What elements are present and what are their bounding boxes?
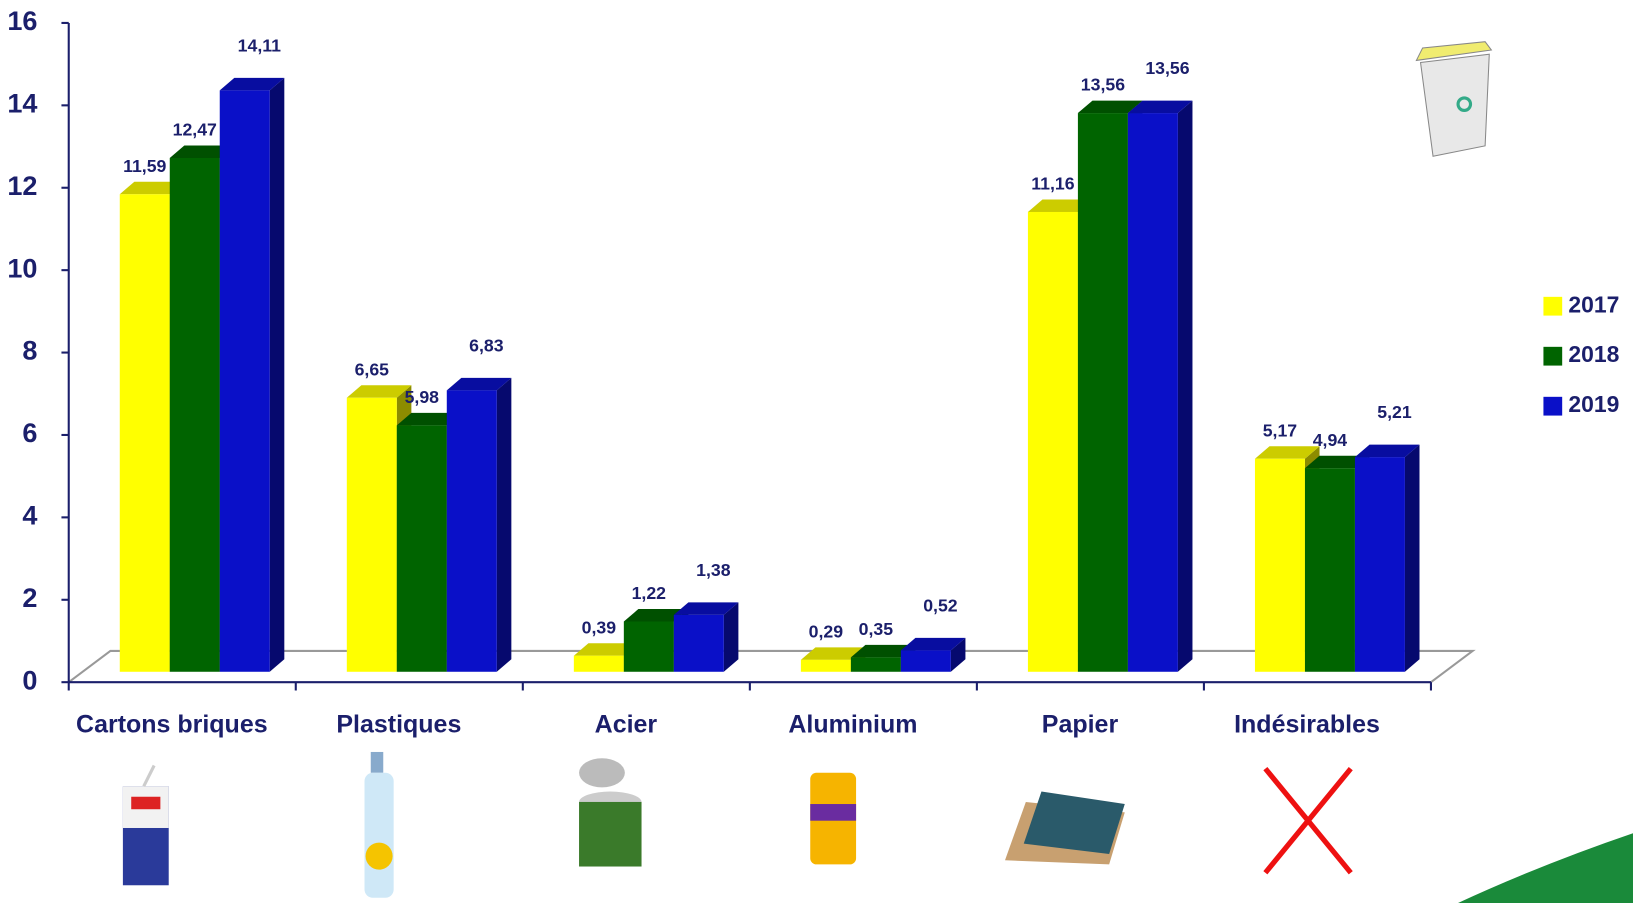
y-tick-label: 8 (22, 335, 37, 366)
bar (1304, 468, 1355, 672)
legend-swatch (1543, 296, 1563, 316)
legend-label: 2017 (1568, 291, 1619, 317)
bar (1254, 458, 1305, 672)
x-tick-label: Acier (595, 711, 658, 739)
bar-side (723, 602, 739, 672)
bar (446, 390, 497, 672)
bar-top (800, 647, 866, 660)
floor (68, 649, 1476, 684)
bar-side (1404, 444, 1420, 672)
bar (169, 157, 220, 672)
bar-top (1254, 446, 1320, 459)
value-label: 0,39 (582, 617, 617, 637)
value-label: 12,47 (173, 120, 217, 140)
legend-swatch (1543, 396, 1563, 416)
value-label: 13,56 (1081, 75, 1125, 95)
bar (673, 614, 724, 672)
bar-top (850, 644, 916, 658)
value-label: 11,59 (123, 156, 166, 176)
x-tick-label: Plastiques (336, 711, 461, 739)
y-tick-label: 12 (7, 170, 37, 201)
legend-label: 2018 (1568, 341, 1619, 367)
y-tick-label: 4 (22, 500, 37, 531)
bar-top (169, 145, 235, 158)
x-tick-label: Indésirables (1234, 711, 1380, 739)
bar (219, 90, 270, 672)
bar (800, 659, 851, 672)
value-label: 0,35 (859, 619, 894, 639)
bar (396, 425, 447, 672)
value-label: 6,65 (355, 359, 390, 379)
y-tick-label: 10 (7, 252, 37, 283)
value-label: 0,52 (923, 595, 958, 615)
value-label: 0,29 (809, 621, 844, 641)
bar-side (496, 377, 512, 672)
value-label: 1,38 (696, 560, 731, 580)
value-label: 6,83 (469, 335, 504, 355)
bar-top (573, 643, 639, 656)
y-tick-label: 14 (7, 88, 37, 119)
y-tick-label: 0 (22, 664, 37, 695)
bar (1027, 211, 1078, 672)
bar (1077, 113, 1128, 672)
bar-top (900, 637, 966, 651)
bar (900, 650, 951, 672)
legend-label: 2019 (1568, 391, 1619, 417)
bar-top (446, 377, 512, 391)
bar (573, 655, 624, 672)
bar-top (1027, 199, 1093, 212)
value-label: 14,11 (238, 35, 281, 55)
bar-top (673, 602, 739, 615)
legend-swatch (1543, 346, 1563, 366)
value-label: 4,94 (1313, 430, 1348, 450)
value-label: 5,17 (1263, 420, 1298, 440)
value-label: 1,22 (632, 583, 667, 603)
bar (1354, 457, 1405, 672)
bar-top (623, 609, 689, 622)
value-label: 13,56 (1145, 58, 1189, 78)
bar-top (119, 181, 185, 195)
value-label: 5,21 (1377, 402, 1412, 422)
bar-top (1127, 100, 1193, 114)
bar-top (1304, 455, 1370, 469)
bar (850, 657, 901, 672)
y-tick-label: 6 (22, 417, 37, 448)
bar (119, 194, 170, 672)
bar (1127, 113, 1178, 672)
x-tick-label: Cartons briques (76, 711, 268, 739)
bar-side (269, 77, 285, 672)
bar-top (1354, 444, 1420, 458)
bar (346, 397, 397, 672)
bar (623, 621, 674, 672)
value-label: 5,98 (405, 387, 440, 407)
bar-top (1077, 100, 1143, 114)
bar-top (346, 385, 412, 398)
bar-side (1177, 100, 1193, 672)
bar-top (219, 77, 285, 91)
bar-top (396, 412, 462, 426)
y-tick-label: 2 (22, 582, 37, 613)
y-tick-label: 16 (7, 5, 37, 36)
x-tick-label: Papier (1042, 711, 1119, 739)
bar-side (950, 637, 966, 672)
decor (122, 41, 1633, 903)
x-tick-label: Aluminium (788, 711, 917, 739)
value-label: 11,16 (1031, 174, 1074, 194)
